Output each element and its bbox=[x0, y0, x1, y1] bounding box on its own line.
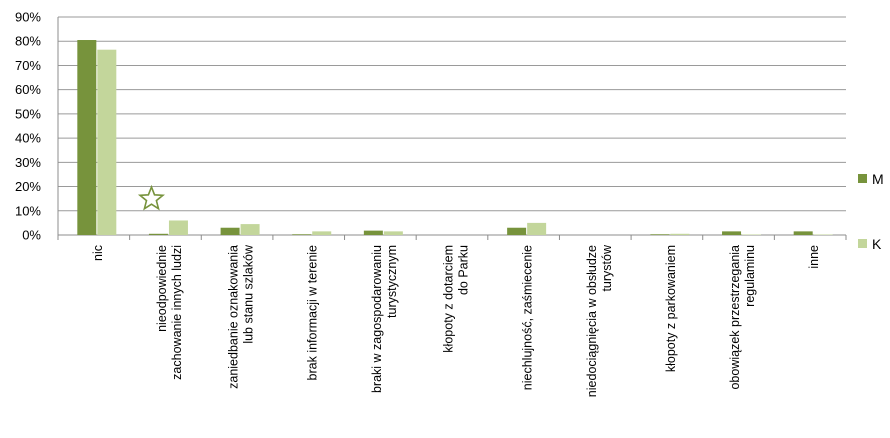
bar-k bbox=[383, 231, 403, 235]
y-tick-label: 50% bbox=[15, 106, 41, 121]
y-tick-label: 10% bbox=[15, 203, 41, 218]
category-label-line: zachowanie innych ludzi bbox=[170, 245, 184, 380]
y-axis: 0% 10% 20% 30% 40% 50% 60% 70% 80% 90% bbox=[15, 10, 59, 243]
bars bbox=[77, 40, 833, 236]
bar-k bbox=[670, 233, 690, 235]
category-label-line: kłopoty z parkowaniem bbox=[664, 245, 678, 372]
bar-m bbox=[650, 234, 670, 235]
category-label-line: turystycznym bbox=[385, 245, 399, 318]
legend-swatch-k bbox=[858, 239, 867, 248]
category-label: kłopoty z parkowaniem bbox=[664, 245, 678, 372]
category-label-line: niedociągnięcia w obsłudze bbox=[585, 245, 599, 397]
y-tick-label: 80% bbox=[15, 34, 41, 49]
y-tick-label: 0% bbox=[22, 228, 41, 243]
category-label: nic bbox=[91, 245, 105, 261]
category-label: niechlujność, zaśmiecenie bbox=[521, 245, 535, 390]
y-tick-label: 70% bbox=[15, 58, 41, 73]
bar-m bbox=[363, 230, 383, 235]
category-label-line: zaniedbanie oznakowania bbox=[227, 245, 241, 389]
bar-k bbox=[97, 49, 117, 236]
category-label: brak informacji w terenie bbox=[306, 245, 320, 381]
category-label-line: lub stanu szlaków bbox=[242, 244, 256, 344]
category-label: niedociągnięcia w obsłudze turystów bbox=[585, 244, 614, 397]
category-label-line: kłopoty z dotarciem bbox=[442, 245, 456, 353]
annotations bbox=[137, 184, 165, 211]
category-label: inne bbox=[807, 245, 821, 269]
category-label: zaniedbanie oznakowania lub stanu szlaków bbox=[227, 244, 256, 389]
category-label: braki w zagospodarowaniu turystycznym bbox=[370, 245, 399, 393]
star-icon bbox=[137, 184, 165, 211]
bar-k bbox=[312, 231, 332, 235]
bar-k bbox=[240, 224, 260, 235]
bar-m bbox=[507, 227, 527, 235]
category-label-line: nic bbox=[91, 245, 105, 261]
legend-label-m: M bbox=[872, 171, 884, 187]
legend-swatch-m bbox=[858, 174, 867, 183]
bar-k bbox=[168, 220, 188, 235]
y-tick-label: 90% bbox=[15, 10, 41, 25]
bar-m bbox=[148, 233, 168, 235]
bar-k bbox=[527, 222, 547, 235]
bar-m bbox=[793, 231, 813, 235]
bar-m bbox=[220, 227, 240, 235]
category-label-line: brak informacji w terenie bbox=[306, 245, 320, 381]
category-label-line: turystów bbox=[600, 244, 614, 292]
legend-label-k: K bbox=[872, 236, 882, 252]
category-label: nieodpowiednie zachowanie innych ludzi bbox=[155, 245, 184, 380]
category-label-line: niechlujność, zaśmiecenie bbox=[521, 245, 535, 390]
category-label-line: obowiązek przestrzegania bbox=[728, 245, 742, 390]
category-label-line: inne bbox=[807, 245, 821, 269]
category-label-line: regulaminu bbox=[743, 245, 757, 307]
y-tick-label: 60% bbox=[15, 82, 41, 97]
category-label: kłopoty z dotarciem do Parku bbox=[442, 245, 471, 353]
y-tick-label: 30% bbox=[15, 155, 41, 170]
bar-m bbox=[722, 231, 742, 235]
bar-m bbox=[292, 234, 312, 235]
y-tick-label: 20% bbox=[15, 179, 41, 194]
category-label-line: nieodpowiednie bbox=[155, 245, 169, 332]
x-axis: nic nieodpowiednie zachowanie innych ludzi… bbox=[57, 235, 847, 397]
legend: MK bbox=[858, 171, 884, 252]
y-tick-label: 40% bbox=[15, 131, 41, 146]
category-label-line: do Parku bbox=[457, 245, 471, 295]
category-label-line: braki w zagospodarowaniu bbox=[370, 245, 384, 393]
bar-m bbox=[77, 40, 97, 236]
grid-lines bbox=[58, 16, 846, 236]
category-label: obowiązek przestrzegania regulaminu bbox=[728, 245, 757, 390]
